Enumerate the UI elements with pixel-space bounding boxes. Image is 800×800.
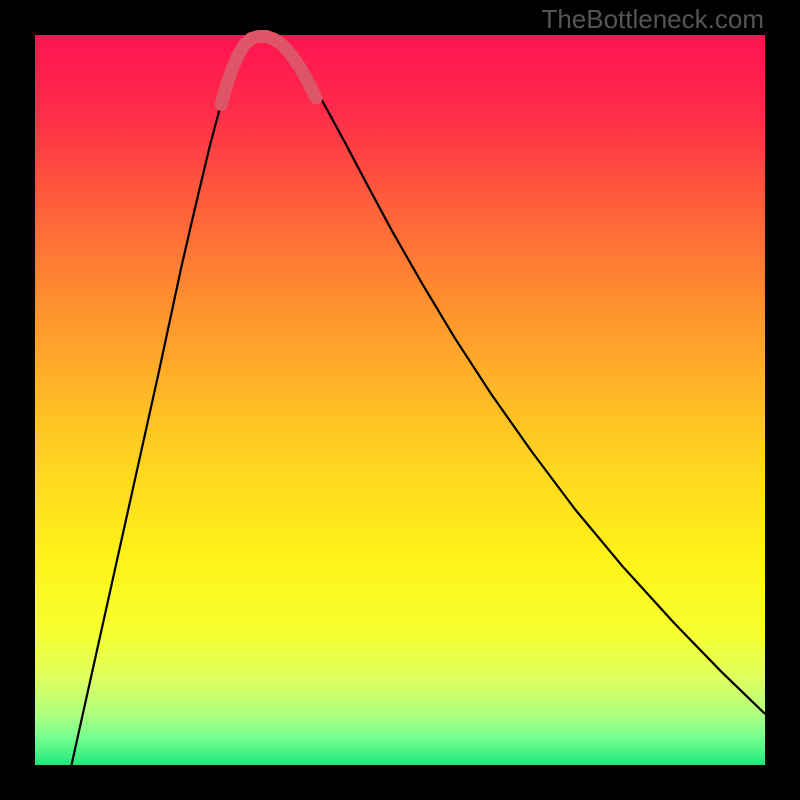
figure-root: TheBottleneck.com (0, 0, 800, 800)
trough-highlight (221, 36, 316, 104)
bottleneck-curve (72, 36, 766, 765)
plot-area (35, 35, 765, 765)
curve-layer (35, 35, 765, 765)
watermark-text: TheBottleneck.com (541, 4, 764, 35)
